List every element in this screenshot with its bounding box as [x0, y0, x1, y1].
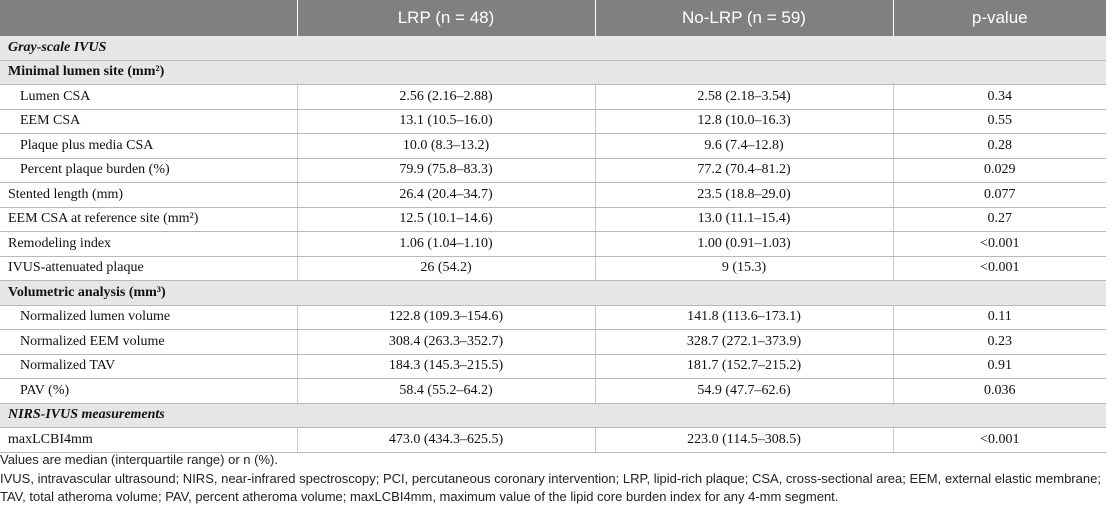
cell-lrp: 184.3 (145.3–215.5) [296, 354, 595, 379]
row-label: PAV (%) [0, 378, 297, 404]
cell-p-value: 0.55 [892, 109, 1106, 134]
row-label: Percent plaque burden (%) [0, 158, 297, 183]
cell-p-value: 0.23 [892, 329, 1106, 355]
cell-lrp: 26 (54.2) [296, 256, 595, 281]
row-label: EEM CSA at reference site (mm²) [0, 207, 297, 232]
table-row: PAV (%) 58.4 (55.2–64.2) 54.9 (47.7–62.6) 0… [0, 378, 1106, 404]
section-row: Volumetric analysis (mm³) [0, 280, 1106, 306]
cell-no-lrp: 223.0 (114.5–308.5) [594, 427, 893, 453]
row-label: Normalized TAV [0, 354, 297, 379]
cell-p-value: 0.28 [892, 133, 1106, 159]
cell-lrp: 308.4 (263.3–352.7) [296, 329, 595, 355]
row-label: Lumen CSA [0, 84, 297, 110]
cell-p-value: <0.001 [892, 256, 1106, 281]
row-label: EEM CSA [0, 109, 297, 134]
table-row: Normalized lumen volume 122.8 (109.3–154.… [0, 305, 1106, 330]
section-label: Volumetric analysis (mm³) [0, 280, 1106, 306]
cell-no-lrp: 1.00 (0.91–1.03) [594, 231, 893, 257]
cell-lrp: 12.5 (10.1–14.6) [296, 207, 595, 232]
table-row: Lumen CSA 2.56 (2.16–2.88) 2.58 (2.18–3.54… [0, 84, 1106, 110]
header-no-lrp: No-LRP (n = 59) [594, 0, 893, 36]
cell-no-lrp: 141.8 (113.6–173.1) [594, 305, 893, 330]
cell-p-value: 0.11 [892, 305, 1106, 330]
table-row: IVUS-attenuated plaque 26 (54.2) 9 (15.3) <… [0, 256, 1106, 281]
row-label: IVUS-attenuated plaque [0, 256, 297, 281]
cell-lrp: 58.4 (55.2–64.2) [296, 378, 595, 404]
row-label: Normalized lumen volume [0, 305, 297, 330]
row-label: maxLCBI4mm [0, 427, 297, 453]
footnote-values: Values are median (interquartile range) … [0, 452, 278, 467]
cell-no-lrp: 2.58 (2.18–3.54) [594, 84, 893, 110]
row-label: Remodeling index [0, 231, 297, 257]
cell-p-value: <0.001 [892, 231, 1106, 257]
table-row: Plaque plus media CSA 10.0 (8.3–13.2) 9.6 … [0, 133, 1106, 159]
cell-no-lrp: 12.8 (10.0–16.3) [594, 109, 893, 134]
footnote-abbreviations: IVUS, intravascular ultrasound; NIRS, ne… [0, 471, 1101, 504]
cell-no-lrp: 9.6 (7.4–12.8) [594, 133, 893, 159]
cell-lrp: 122.8 (109.3–154.6) [296, 305, 595, 330]
section-label: Gray-scale IVUS [0, 36, 1106, 61]
section-row: Minimal lumen site (mm²) [0, 60, 1106, 85]
cell-lrp: 473.0 (434.3–625.5) [296, 427, 595, 453]
header-lrp: LRP (n = 48) [296, 0, 595, 36]
table-row: Remodeling index 1.06 (1.04–1.10) 1.00 (0.… [0, 231, 1106, 257]
cell-lrp: 10.0 (8.3–13.2) [296, 133, 595, 159]
section-label: Minimal lumen site (mm²) [0, 60, 1106, 85]
cell-p-value: 0.27 [892, 207, 1106, 232]
cell-p-value: <0.001 [892, 427, 1106, 453]
table-row: maxLCBI4mm 473.0 (434.3–625.5) 223.0 (114.… [0, 427, 1106, 453]
table-body: Gray-scale IVUS Minimal lumen site (mm²) L… [0, 36, 1106, 453]
table-row: Normalized EEM volume 308.4 (263.3–352.7)… [0, 329, 1106, 355]
row-label: Stented length (mm) [0, 182, 297, 208]
section-row: Gray-scale IVUS [0, 36, 1106, 61]
cell-no-lrp: 23.5 (18.8–29.0) [594, 182, 893, 208]
cell-no-lrp: 77.2 (70.4–81.2) [594, 158, 893, 183]
table-row: Normalized TAV 184.3 (145.3–215.5) 181.7 (… [0, 354, 1106, 379]
header-empty-cell [0, 0, 297, 36]
cell-p-value: 0.91 [892, 354, 1106, 379]
cell-lrp: 79.9 (75.8–83.3) [296, 158, 595, 183]
cell-p-value: 0.029 [892, 158, 1106, 183]
cell-p-value: 0.34 [892, 84, 1106, 110]
section-row: NIRS-IVUS measurements [0, 403, 1106, 428]
cell-no-lrp: 9 (15.3) [594, 256, 893, 281]
cell-p-value: 0.077 [892, 182, 1106, 208]
cell-lrp: 1.06 (1.04–1.10) [296, 231, 595, 257]
table-row: Percent plaque burden (%) 79.9 (75.8–83.3… [0, 158, 1106, 183]
cell-lrp: 2.56 (2.16–2.88) [296, 84, 595, 110]
table-footnotes: Values are median (interquartile range) … [0, 451, 1116, 507]
table-row: EEM CSA at reference site (mm²) 12.5 (10.… [0, 207, 1106, 232]
cell-lrp: 13.1 (10.5–16.0) [296, 109, 595, 134]
table-header-row: LRP (n = 48) No-LRP (n = 59) p-value [0, 0, 1106, 36]
header-p-value: p-value [892, 0, 1106, 36]
row-label: Normalized EEM volume [0, 329, 297, 355]
row-label: Plaque plus media CSA [0, 133, 297, 159]
table-row: EEM CSA 13.1 (10.5–16.0) 12.8 (10.0–16.3) 0… [0, 109, 1106, 134]
cell-p-value: 0.036 [892, 378, 1106, 404]
cell-no-lrp: 54.9 (47.7–62.6) [594, 378, 893, 404]
cell-no-lrp: 328.7 (272.1–373.9) [594, 329, 893, 355]
cell-no-lrp: 13.0 (11.1–15.4) [594, 207, 893, 232]
cell-lrp: 26.4 (20.4–34.7) [296, 182, 595, 208]
cell-no-lrp: 181.7 (152.7–215.2) [594, 354, 893, 379]
section-label: NIRS-IVUS measurements [0, 403, 1106, 428]
table-row: Stented length (mm) 26.4 (20.4–34.7) 23.5 … [0, 182, 1106, 208]
results-table: LRP (n = 48) No-LRP (n = 59) p-value Gra… [0, 0, 1106, 453]
